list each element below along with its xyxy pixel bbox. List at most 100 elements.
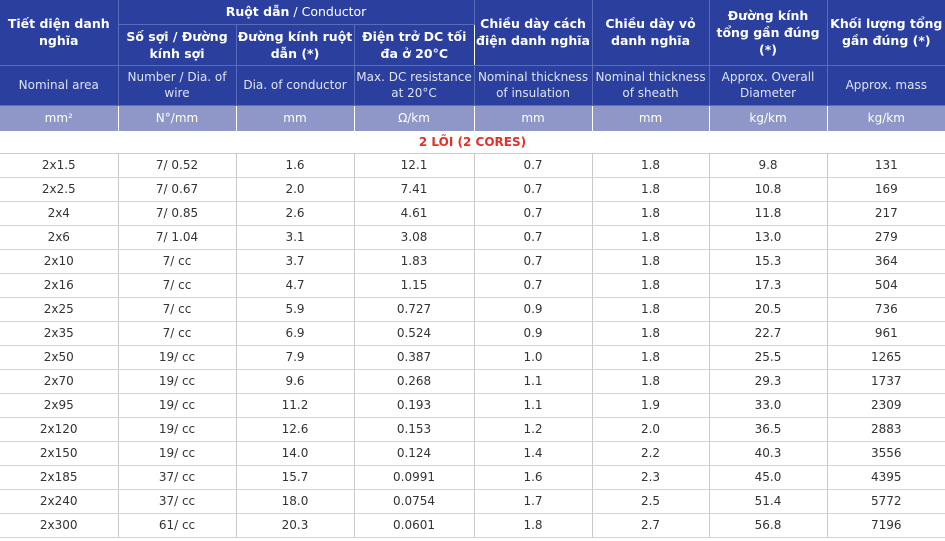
cell-wire-count: 37/ cc	[118, 489, 237, 514]
cell-conductor-dia: 6.9	[236, 321, 355, 346]
header-mass-vi: Khối lượng tổng gần đúng (*)	[827, 0, 945, 66]
cell-nominal-area: 2x4	[0, 201, 119, 226]
cell-nominal-area: 2x300	[0, 513, 119, 538]
cell-insulation-thickness: 1.1	[474, 393, 593, 418]
unit-cell: kg/km	[827, 105, 945, 131]
table-row: 2x25 7/ cc 5.9 0.727 0.9 1.8 20.5 736	[0, 297, 945, 322]
header-nominal-area-vi: Tiết diện danh nghĩa	[0, 0, 119, 66]
cell-mass: 1737	[827, 369, 945, 394]
table-row: 2x150 19/ cc 14.0 0.124 1.4 2.2 40.3 3556	[0, 441, 945, 466]
header-wire-count-en: Number / Dia. of wire	[118, 65, 237, 106]
cell-sheath-thickness: 2.7	[592, 513, 710, 538]
cell-sheath-thickness: 2.5	[592, 489, 710, 514]
conductor-group-sep: /	[289, 4, 302, 20]
cell-overall-diameter: 9.8	[709, 153, 828, 178]
header-insulation-vi: Chiều dày cách điện danh nghĩa	[474, 0, 593, 66]
header-overall-diameter-en: Approx. Overall Diameter	[709, 65, 828, 106]
cell-dc-resistance: 0.153	[354, 417, 475, 442]
header-insulation-en: Nominal thickness of insulation	[474, 65, 593, 106]
unit-cell: mm	[474, 105, 593, 131]
cell-overall-diameter: 20.5	[709, 297, 828, 322]
cell-wire-count: 19/ cc	[118, 441, 237, 466]
cell-overall-diameter: 13.0	[709, 225, 828, 250]
cell-dc-resistance: 0.727	[354, 297, 475, 322]
cell-overall-diameter: 15.3	[709, 249, 828, 274]
cell-dc-resistance: 0.124	[354, 441, 475, 466]
cell-sheath-thickness: 1.8	[592, 249, 710, 274]
header-dc-resistance-en: Max. DC resistance at 20°C	[354, 65, 475, 106]
cell-overall-diameter: 51.4	[709, 489, 828, 514]
cell-conductor-dia: 20.3	[236, 513, 355, 538]
cell-wire-count: 19/ cc	[118, 345, 237, 370]
table-row: 2x300 61/ cc 20.3 0.0601 1.8 2.7 56.8 7196	[0, 513, 945, 538]
table-row: 2x16 7/ cc 4.7 1.15 0.7 1.8 17.3 504	[0, 273, 945, 298]
cell-overall-diameter: 10.8	[709, 177, 828, 202]
cell-mass: 279	[827, 225, 945, 250]
cell-dc-resistance: 0.0601	[354, 513, 475, 538]
cell-nominal-area: 2x1.5	[0, 153, 119, 178]
units-row: mm² N°/mm mm Ω/km mm mm kg/km kg/km	[0, 105, 945, 131]
cell-dc-resistance: 0.193	[354, 393, 475, 418]
cell-mass: 131	[827, 153, 945, 178]
header-sheath-en: Nominal thickness of sheath	[592, 65, 710, 106]
cell-nominal-area: 2x150	[0, 441, 119, 466]
cell-mass: 504	[827, 273, 945, 298]
cell-insulation-thickness: 0.9	[474, 297, 593, 322]
cell-wire-count: 19/ cc	[118, 417, 237, 442]
cell-sheath-thickness: 1.8	[592, 273, 710, 298]
data-body: 2x1.5 7/ 0.52 1.6 12.1 0.7 1.8 9.8 131 2x2.5 7/ 0…	[0, 153, 945, 538]
cell-conductor-dia: 2.6	[236, 201, 355, 226]
cell-wire-count: 7/ cc	[118, 249, 237, 274]
cell-insulation-thickness: 1.6	[474, 465, 593, 490]
cell-conductor-dia: 15.7	[236, 465, 355, 490]
header-nominal-area-en: Nominal area	[0, 65, 119, 106]
cell-nominal-area: 2x6	[0, 225, 119, 250]
cell-mass: 2883	[827, 417, 945, 442]
cell-dc-resistance: 0.387	[354, 345, 475, 370]
conductor-group-en: Conductor	[301, 4, 367, 20]
cell-dc-resistance: 0.0991	[354, 465, 475, 490]
cell-overall-diameter: 22.7	[709, 321, 828, 346]
cell-nominal-area: 2x120	[0, 417, 119, 442]
unit-cell: mm²	[0, 105, 119, 131]
cell-overall-diameter: 36.5	[709, 417, 828, 442]
header-dc-resistance-vi: Điện trở DC tối đa ở 20°C	[354, 24, 475, 66]
cell-sheath-thickness: 1.8	[592, 225, 710, 250]
cell-insulation-thickness: 1.1	[474, 369, 593, 394]
cell-overall-diameter: 45.0	[709, 465, 828, 490]
cell-wire-count: 7/ 1.04	[118, 225, 237, 250]
cell-overall-diameter: 40.3	[709, 441, 828, 466]
header-mass-en: Approx. mass	[827, 65, 945, 106]
cell-sheath-thickness: 1.8	[592, 297, 710, 322]
cell-wire-count: 19/ cc	[118, 393, 237, 418]
cell-dc-resistance: 1.83	[354, 249, 475, 274]
cell-dc-resistance: 0.524	[354, 321, 475, 346]
cell-overall-diameter: 11.8	[709, 201, 828, 226]
cell-sheath-thickness: 1.8	[592, 321, 710, 346]
cell-mass: 169	[827, 177, 945, 202]
cell-nominal-area: 2x50	[0, 345, 119, 370]
header-conductor-group: Ruột dẫn / Conductor	[118, 0, 475, 25]
cell-nominal-area: 2x2.5	[0, 177, 119, 202]
header-conductor-dia-en: Dia. of conductor	[236, 65, 355, 106]
cell-conductor-dia: 12.6	[236, 417, 355, 442]
cell-conductor-dia: 7.9	[236, 345, 355, 370]
table-row: 2x6 7/ 1.04 3.1 3.08 0.7 1.8 13.0 279	[0, 225, 945, 250]
cell-sheath-thickness: 1.8	[592, 201, 710, 226]
cell-nominal-area: 2x10	[0, 249, 119, 274]
cell-mass: 3556	[827, 441, 945, 466]
cell-mass: 2309	[827, 393, 945, 418]
cell-insulation-thickness: 0.7	[474, 249, 593, 274]
cell-overall-diameter: 56.8	[709, 513, 828, 538]
conductor-group-vi: Ruột dẫn	[225, 4, 290, 20]
cell-insulation-thickness: 1.8	[474, 513, 593, 538]
cell-mass: 364	[827, 249, 945, 274]
cell-sheath-thickness: 1.8	[592, 177, 710, 202]
cell-nominal-area: 2x35	[0, 321, 119, 346]
cell-overall-diameter: 29.3	[709, 369, 828, 394]
cell-conductor-dia: 2.0	[236, 177, 355, 202]
table-row: 2x10 7/ cc 3.7 1.83 0.7 1.8 15.3 364	[0, 249, 945, 274]
table-row: 2x240 37/ cc 18.0 0.0754 1.7 2.5 51.4 5772	[0, 489, 945, 514]
cell-nominal-area: 2x185	[0, 465, 119, 490]
cell-mass: 4395	[827, 465, 945, 490]
